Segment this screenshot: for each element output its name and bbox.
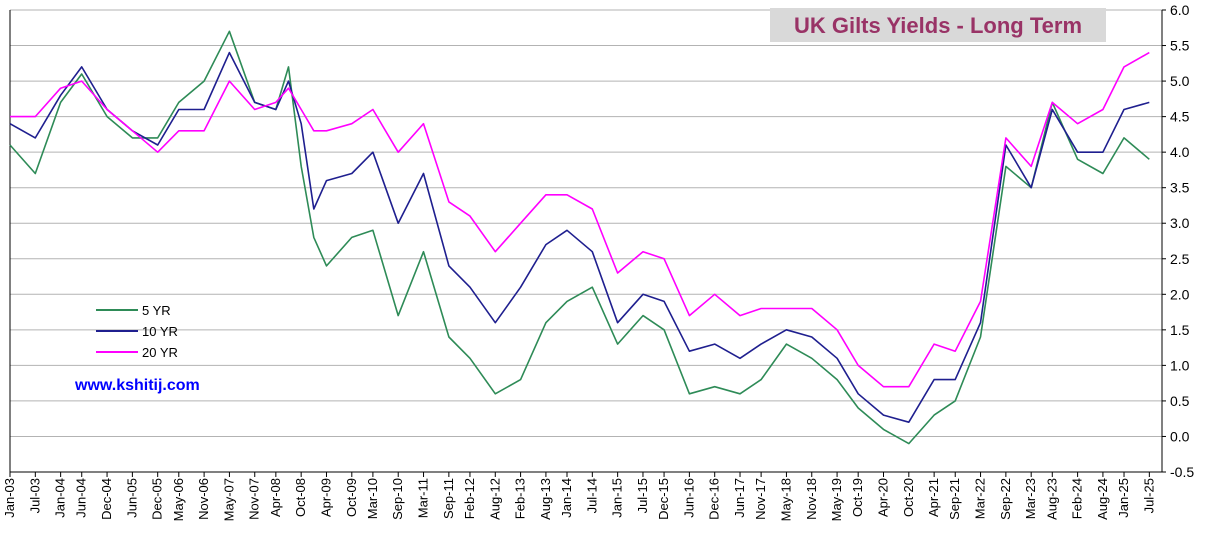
- x-tick-label: Aug-12: [487, 478, 502, 520]
- x-tick-label: Feb-24: [1070, 478, 1085, 519]
- x-tick-label: Nov-18: [804, 478, 819, 520]
- y-tick-label: 4.0: [1170, 144, 1190, 160]
- y-tick-label: 5.5: [1170, 38, 1190, 54]
- y-tick-label: 0.5: [1170, 393, 1190, 409]
- x-tick-label: Dec-15: [656, 478, 671, 520]
- x-tick-label: Jul-25: [1141, 478, 1156, 513]
- x-tick-label: Mar-22: [973, 478, 988, 519]
- x-tick-label: Jan-14: [559, 478, 574, 518]
- x-tick-label: Jun-05: [124, 478, 139, 518]
- x-tick-label: Jun-17: [732, 478, 747, 518]
- x-tick-label: Jun-16: [681, 478, 696, 518]
- y-tick-label: 1.5: [1170, 322, 1190, 338]
- x-tick-label: Nov-07: [247, 478, 262, 520]
- x-tick-label: Nov-17: [753, 478, 768, 520]
- x-tick-label: Sep-11: [441, 478, 456, 519]
- x-tick-label: Mar-23: [1023, 478, 1038, 519]
- x-tick-label: Jul-03: [27, 478, 42, 513]
- chart-title-background: [770, 8, 1106, 42]
- x-tick-label: Sep-10: [390, 478, 405, 520]
- x-tick-label: Feb-13: [513, 478, 528, 519]
- series-line-5-yr: [9, 30, 1150, 445]
- x-tick-label: May-07: [221, 478, 236, 521]
- legend-label: 5 YR: [142, 303, 171, 318]
- y-tick-label: 2.0: [1170, 286, 1190, 302]
- x-tick-label: Dec-05: [150, 478, 165, 520]
- x-tick-label: Oct-20: [901, 478, 916, 517]
- y-tick-label: 5.0: [1170, 73, 1190, 89]
- website-label: www.kshitij.com: [74, 377, 200, 394]
- x-tick-label: Dec-04: [99, 478, 114, 520]
- x-tick-label: Jan-25: [1116, 478, 1131, 518]
- x-tick-label: Mar-10: [365, 478, 380, 519]
- x-tick-label: Apr-09: [318, 478, 333, 517]
- x-tick-label: Jul-14: [584, 478, 599, 513]
- x-tick-label: Sep-21: [947, 478, 962, 520]
- x-tick-label: Oct-19: [850, 478, 865, 517]
- x-tick-label: Aug-13: [538, 478, 553, 520]
- axes: [9, 10, 1163, 473]
- y-tick-label: 3.5: [1170, 180, 1190, 196]
- y-tick-label: 2.5: [1170, 251, 1190, 267]
- x-tick-label: Jan-04: [53, 478, 68, 518]
- series-line-10-yr: [9, 51, 1150, 423]
- x-tick-label: Aug-24: [1095, 478, 1110, 520]
- y-tick-label: 1.0: [1170, 357, 1190, 373]
- x-tick-label: Feb-12: [462, 478, 477, 519]
- legend-label: 10 YR: [142, 324, 178, 339]
- x-tick-label: May-06: [171, 478, 186, 521]
- series-line-20-yr: [10, 51, 1150, 388]
- y-tick-label: 0.0: [1170, 428, 1190, 444]
- x-tick-label: Dec-16: [707, 478, 722, 520]
- chart-title-text: UK Gilts Yields - Long Term: [794, 13, 1082, 38]
- legend-label: 20 YR: [142, 345, 178, 360]
- x-tick-label: Jun-04: [74, 478, 89, 518]
- x-tick-label: Nov-06: [196, 478, 211, 520]
- chart-title: UK Gilts Yields - Long Term: [770, 8, 1106, 42]
- legend: 5 YR 10 YR 20 YR: [96, 303, 178, 360]
- x-tick-label: Sep-22: [998, 478, 1013, 520]
- x-tick-label: Mar-11: [416, 478, 431, 518]
- x-tick-label: Oct-09: [344, 478, 359, 517]
- x-tick-labels: Jan-03 Jul-03 Jan-04 Jun-04 Dec-04 Jun-05 Dec-…: [2, 472, 1156, 521]
- y-tick-label: 4.5: [1170, 109, 1190, 125]
- x-tick-label: Apr-21: [926, 478, 941, 517]
- y-tick-label: -0.5: [1170, 464, 1194, 480]
- x-tick-label: Aug-23: [1044, 478, 1059, 520]
- x-tick-label: Jan-03: [2, 478, 17, 518]
- x-tick-label: May-18: [778, 478, 793, 521]
- x-tick-label: Jan-15: [610, 478, 625, 518]
- y-tick-label: 6.0: [1170, 2, 1190, 18]
- x-tick-label: Jul-15: [635, 478, 650, 513]
- x-tick-label: Apr-20: [875, 478, 890, 517]
- x-tick-label: Oct-08: [293, 478, 308, 517]
- y-tick-labels: 6.0 5.5 5.0 4.5 4.0 3.5 3.0 2.5 2.0 1.5 1.0 0.5 0.0 -…: [1162, 2, 1194, 480]
- series-lines: [9, 30, 1150, 445]
- x-tick-label: Apr-08: [268, 478, 283, 517]
- y-tick-label: 3.0: [1170, 215, 1190, 231]
- x-tick-label: May-19: [829, 478, 844, 521]
